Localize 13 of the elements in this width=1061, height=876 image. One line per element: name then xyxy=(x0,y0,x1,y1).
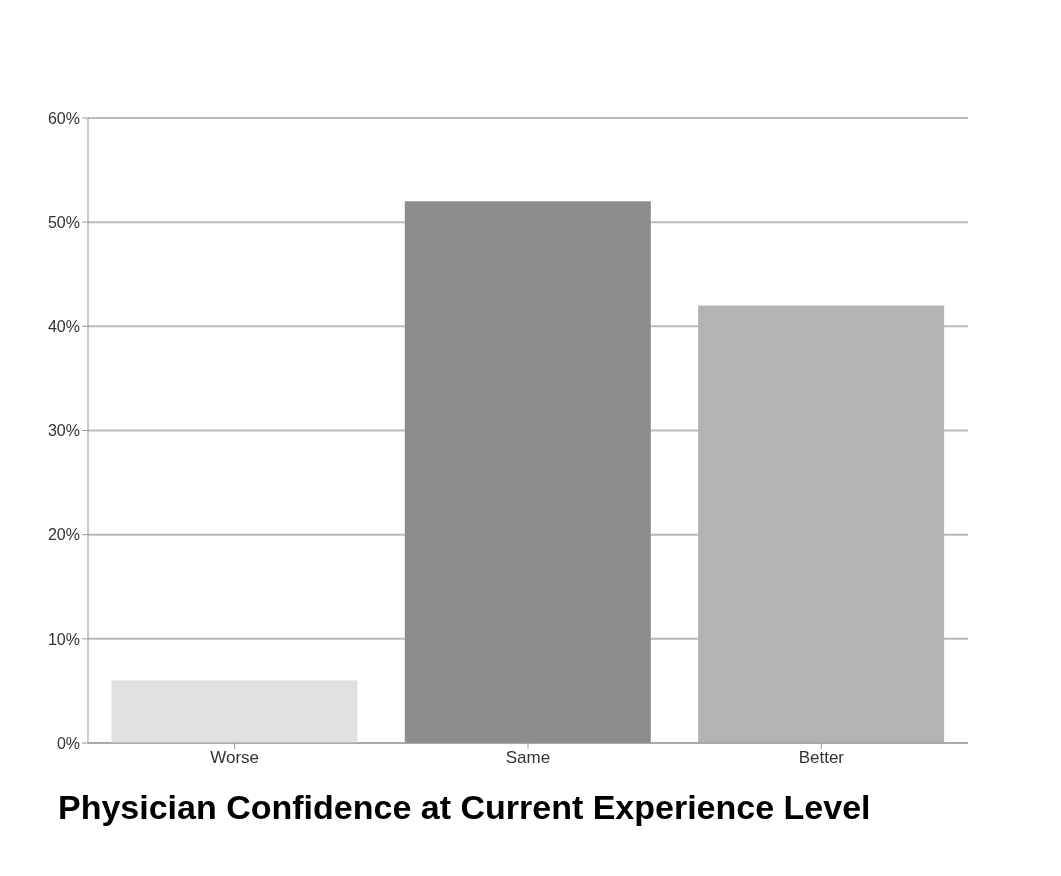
y-tick-label: 50% xyxy=(47,213,80,231)
bar xyxy=(111,680,358,743)
y-tick-label: 10% xyxy=(47,630,80,648)
x-tick-label: Same xyxy=(505,748,551,768)
y-tick-label: 20% xyxy=(47,526,80,544)
y-tick-label: 60% xyxy=(47,109,80,127)
y-tick-label: 40% xyxy=(47,318,80,336)
bar xyxy=(404,201,651,743)
x-tick-label: Better xyxy=(798,748,845,768)
y-tick-label: 0% xyxy=(56,734,80,752)
text: Physician Confidence at Current Experience Level xyxy=(57,788,872,827)
y-tick-label: 30% xyxy=(47,422,80,440)
x-tick-label: Worse xyxy=(210,748,260,768)
